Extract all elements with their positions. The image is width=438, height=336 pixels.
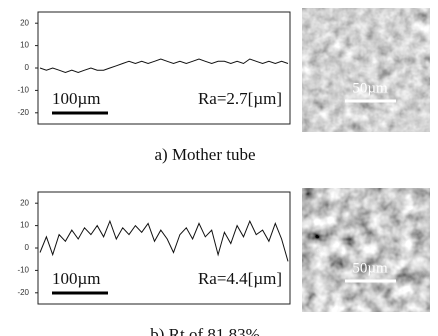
scale-label: 100µm	[52, 89, 101, 108]
y-tick-label: -20	[17, 288, 29, 297]
y-tick-label: -20	[17, 108, 29, 117]
profile-line	[39, 58, 289, 74]
y-tick-label: 0	[25, 63, 30, 72]
roughness-label: Ra=2.7[µm]	[198, 89, 282, 108]
sem-image	[302, 188, 430, 312]
y-tick-label: -10	[17, 266, 29, 275]
roughness-label: Ra=4.4[µm]	[198, 269, 282, 288]
profile-line	[39, 219, 289, 262]
y-tick-label: 10	[20, 41, 29, 50]
image-scale-label: 50µm	[352, 80, 388, 96]
y-tick-label: 0	[25, 243, 30, 252]
y-tick-label: 10	[20, 221, 29, 230]
sem-image	[302, 8, 430, 132]
y-tick-label: 20	[20, 18, 29, 27]
caption: b) Rt of 81.83%	[150, 325, 260, 336]
scale-label: 100µm	[52, 269, 101, 288]
image-scale-label: 50µm	[352, 260, 388, 276]
y-tick-label: 20	[20, 198, 29, 207]
caption: a) Mother tube	[154, 145, 255, 164]
y-tick-label: -10	[17, 86, 29, 95]
